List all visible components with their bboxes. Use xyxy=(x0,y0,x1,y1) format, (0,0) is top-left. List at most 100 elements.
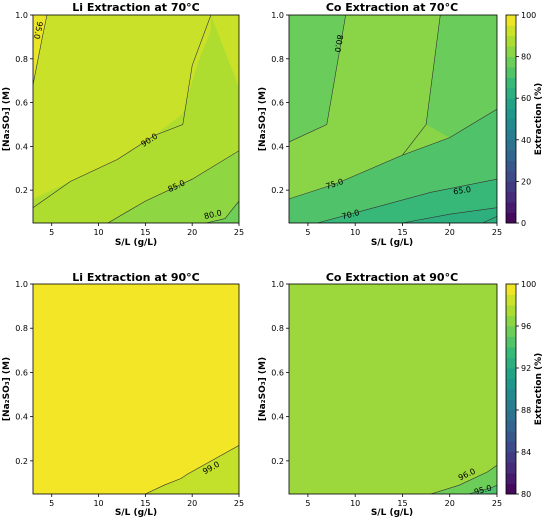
colorbar-segment xyxy=(506,77,516,89)
contour-line xyxy=(326,15,346,125)
colorbar-frame xyxy=(505,283,517,495)
plot-frame xyxy=(288,283,498,495)
colorbar-segment xyxy=(506,139,516,151)
y-tick-label: 0.6 xyxy=(15,368,28,377)
colorbar-tick-label: 60 xyxy=(521,94,531,103)
x-axis-label: S/L (g/L) xyxy=(371,238,413,248)
colorbar-tick-label: 88 xyxy=(521,406,531,415)
y-tick-label: 1.0 xyxy=(271,280,284,289)
plot-area: 95.090.085.080.0 xyxy=(33,15,239,223)
plot-area: 96.095.0 xyxy=(289,284,497,496)
colorbar-tick-label: 0 xyxy=(521,219,526,228)
x-axis-label: S/L (g/L) xyxy=(115,238,157,248)
y-axis-label: [Na₂SO₃] (M) xyxy=(2,357,12,421)
x-tick-label: 15 xyxy=(140,499,150,508)
colorbar-segment xyxy=(506,171,516,182)
colorbar-segment xyxy=(506,410,516,421)
panel-li-70c: Li Extraction at 70°C S/L (g/L) [Na₂SO₃]… xyxy=(2,1,244,248)
colorbar-segment xyxy=(506,202,516,213)
colorbar-frame xyxy=(505,14,517,224)
x-axis-label: S/L (g/L) xyxy=(371,508,413,518)
colorbar-tick-label: 92 xyxy=(521,364,531,373)
contour-line xyxy=(402,207,497,223)
colorbar-tick-label: 100 xyxy=(521,11,536,20)
contour-fill-region xyxy=(206,201,239,223)
colorbar-segment xyxy=(506,357,516,369)
colorbar-tick-label: 84 xyxy=(521,448,531,457)
contour-line xyxy=(317,178,497,223)
colorbar-segment xyxy=(506,420,516,432)
y-tick-label: 0.2 xyxy=(271,186,284,195)
contour-line xyxy=(289,124,327,143)
contour-fill-region xyxy=(426,15,497,138)
x-tick-label: 25 xyxy=(492,499,502,508)
contour-label: 70.0 xyxy=(341,208,361,221)
y-tick-label: 0.6 xyxy=(271,368,284,377)
x-tick-label: 15 xyxy=(397,499,407,508)
plot-frame xyxy=(288,14,498,224)
y-tick-label: 0.6 xyxy=(271,99,284,108)
colorbar-label: Extraction (%) xyxy=(534,83,544,155)
y-tick-label: 0.8 xyxy=(15,55,28,64)
contour-fill-base xyxy=(289,284,497,494)
colorbar-segment xyxy=(506,212,516,224)
colorbar-segment xyxy=(506,462,516,474)
contour-line xyxy=(145,445,239,494)
contour-label: 80.0 xyxy=(333,34,345,53)
plot-frame xyxy=(32,14,240,224)
y-axis-label: [Na₂SO₃] (M) xyxy=(258,87,268,151)
contour-line xyxy=(33,15,48,86)
colorbar-segment xyxy=(506,160,516,172)
x-tick-label: 5 xyxy=(305,228,310,237)
colorbar-segment xyxy=(506,119,516,130)
colorbar-segment xyxy=(506,483,516,495)
y-axis-label: [Na₂SO₃] (M) xyxy=(2,87,12,151)
colorbar-segment xyxy=(506,15,516,26)
x-tick-label: 10 xyxy=(93,499,103,508)
colorbar-segment xyxy=(506,452,516,463)
colorbar-segment xyxy=(506,326,516,337)
contour-label: 95.0 xyxy=(473,483,493,496)
panel-co-90c: Co Extraction at 90°C S/L (g/L) [Na₂SO₃]… xyxy=(258,271,502,518)
colorbar-segment xyxy=(506,389,516,400)
plot-area: 99.0 xyxy=(33,284,239,494)
x-tick-label: 20 xyxy=(187,499,197,508)
panel-li-90c: Li Extraction at 90°C S/L (g/L) [Na₂SO₃]… xyxy=(2,271,244,518)
x-tick-label: 20 xyxy=(187,228,197,237)
x-tick-label: 10 xyxy=(350,228,360,237)
y-tick-label: 0.4 xyxy=(15,142,28,151)
colorbar-segment xyxy=(506,98,516,109)
colorbar-top: Extraction (%) 0 20 40 60 80 100 xyxy=(505,11,544,228)
y-tick-label: 1.0 xyxy=(15,11,28,20)
contour-fill-region xyxy=(468,485,497,494)
x-tick-label: 15 xyxy=(397,228,407,237)
contour-line xyxy=(468,484,497,494)
panel-title: Co Extraction at 70°C xyxy=(326,1,458,14)
x-tick-label: 15 xyxy=(140,228,150,237)
colorbar-segment xyxy=(506,56,516,68)
contour-fill-region xyxy=(289,15,346,223)
y-tick-label: 0.6 xyxy=(15,99,28,108)
colorbar-segment xyxy=(506,441,516,453)
y-tick-label: 1.0 xyxy=(15,280,28,289)
colorbar-tick-label: 100 xyxy=(521,280,536,289)
colorbar-segment xyxy=(506,315,516,327)
plot-area: 80.075.070.065.0 xyxy=(289,15,497,223)
colorbar-segment xyxy=(506,284,516,295)
colorbar-tick-label: 20 xyxy=(521,177,531,186)
colorbar-segment xyxy=(506,191,516,203)
contour-label: 80.0 xyxy=(203,208,222,221)
colorbar-segment xyxy=(506,473,516,484)
y-tick-label: 0.8 xyxy=(271,55,284,64)
y-tick-label: 0.2 xyxy=(15,457,28,466)
x-tick-label: 20 xyxy=(445,228,455,237)
x-tick-label: 20 xyxy=(445,499,455,508)
panel-title: Co Extraction at 90°C xyxy=(326,271,458,284)
panel-title: Li Extraction at 70°C xyxy=(72,1,199,14)
contour-line xyxy=(206,200,239,223)
contour-label: 65.0 xyxy=(453,185,472,196)
colorbar-tick-label: 40 xyxy=(521,136,531,145)
colorbar-label: Extraction (%) xyxy=(534,353,544,425)
x-tick-label: 5 xyxy=(49,228,54,237)
colorbar-segment xyxy=(506,35,516,47)
